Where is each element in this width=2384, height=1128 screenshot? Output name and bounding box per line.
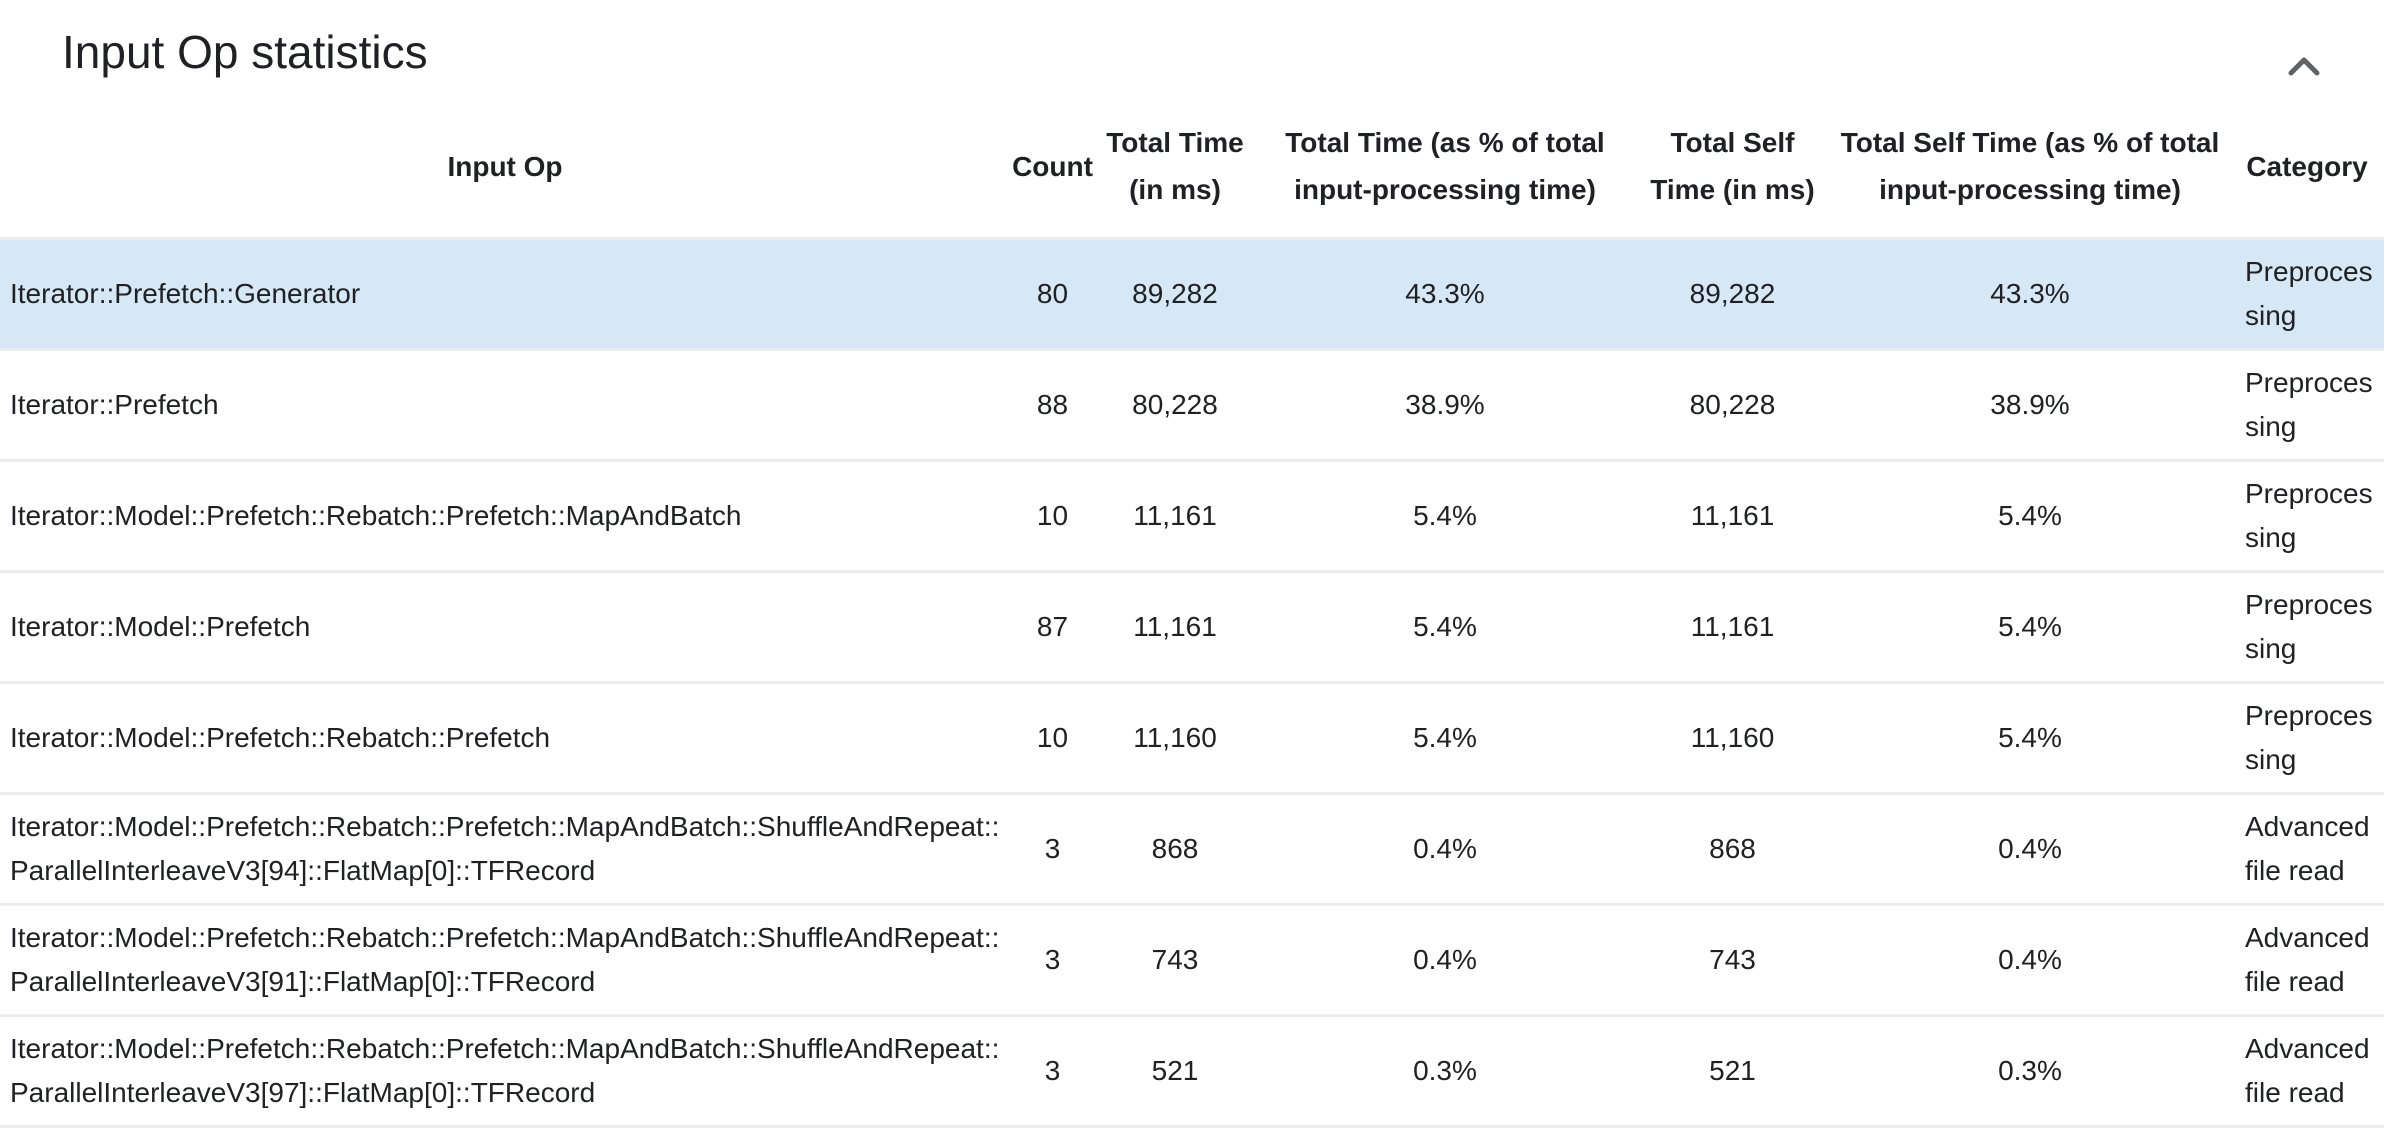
section-header: Input Op statistics — [0, 0, 2384, 95]
cell-total-time-pct: 0.4% — [1413, 833, 1477, 864]
cell-input-op: Iterator::Model::Prefetch::Rebatch::Pref… — [10, 1033, 1000, 1108]
cell-total-time-pct: 5.4% — [1413, 611, 1477, 642]
cell-count: 3 — [1044, 833, 1061, 864]
cell-input-op: Iterator::Model::Prefetch — [10, 611, 311, 642]
cell-total-time-pct: 0.3% — [1413, 1055, 1477, 1086]
column-header-total-self-time: Total Self Time (in ms) — [1650, 127, 1815, 205]
cell-total-time: 11,161 — [1133, 500, 1217, 531]
cell-total-self-time-pct: 38.9% — [1990, 389, 2070, 420]
cell-total-time: 89,282 — [1132, 278, 1218, 309]
cell-count: 88 — [1036, 389, 1069, 420]
column-header-input-op: Input Op — [447, 150, 563, 182]
cell-total-self-time: 89,282 — [1689, 278, 1776, 309]
cell-category: Preprocessing — [2245, 478, 2373, 553]
table-row[interactable]: Iterator::Model::Prefetch::Rebatch::Pref… — [0, 461, 2384, 572]
section-title: Input Op statistics — [62, 26, 428, 78]
cell-total-time: 11,161 — [1133, 611, 1217, 642]
collapse-section-button[interactable] — [2276, 38, 2332, 94]
cell-total-self-time: 868 — [1709, 833, 1756, 864]
cell-input-op: Iterator::Prefetch::Generator — [10, 278, 361, 309]
table-row[interactable]: Iterator::Prefetch::Generator 80 89,282 … — [0, 238, 2384, 350]
cell-input-op: Iterator::Prefetch — [10, 389, 219, 420]
cell-input-op: Iterator::Model::Prefetch::Rebatch::Pref… — [10, 811, 1000, 886]
column-header-total-self-time-pct: Total Self Time (as % of total input-pro… — [1840, 127, 2220, 205]
cell-total-time-pct: 38.9% — [1405, 389, 1485, 420]
cell-category: Preprocessing — [2245, 256, 2373, 331]
cell-total-self-time-pct: 0.3% — [1998, 1055, 2062, 1086]
cell-category: Preprocessing — [2245, 367, 2373, 442]
cell-count: 87 — [1036, 611, 1069, 642]
cell-total-self-time: 11,161 — [1690, 611, 1775, 642]
cell-total-self-time-pct: 5.4% — [1998, 611, 2062, 642]
table-row[interactable]: Iterator::Model::Prefetch 87 11,161 5.4%… — [0, 572, 2384, 683]
cell-total-self-time-pct: 43.3% — [1990, 278, 2070, 309]
cell-input-op: Iterator::Model::Prefetch::Rebatch::Pref… — [10, 722, 551, 753]
cell-category: Advanced file read — [2245, 922, 2370, 997]
cell-total-time: 743 — [1151, 944, 1199, 975]
cell-total-time: 11,160 — [1133, 722, 1217, 753]
cell-count: 10 — [1036, 722, 1069, 753]
cell-count: 3 — [1044, 1055, 1061, 1086]
cell-total-self-time-pct: 5.4% — [1998, 500, 2062, 531]
table-row[interactable]: Iterator::Model::Prefetch::Rebatch::Pref… — [0, 1016, 2384, 1127]
cell-input-op: Iterator::Model::Prefetch::Rebatch::Pref… — [10, 922, 1000, 997]
cell-category: Advanced file read — [2245, 1033, 2370, 1108]
cell-total-time-pct: 5.4% — [1413, 722, 1477, 753]
table-header-row: Input Op Count Total Time (in ms) Total … — [0, 95, 2384, 239]
cell-category: Preprocessing — [2245, 589, 2373, 664]
cell-total-time: 521 — [1151, 1055, 1199, 1086]
table-row[interactable]: Iterator::Model::Prefetch::Rebatch::Pref… — [0, 683, 2384, 794]
cell-total-self-time: 11,160 — [1690, 722, 1775, 753]
table-row[interactable]: Iterator::Prefetch 88 80,228 38.9% 80,22… — [0, 350, 2384, 461]
cell-total-self-time-pct: 5.4% — [1998, 722, 2062, 753]
cell-category: Advanced file read — [2245, 811, 2370, 886]
cell-total-time-pct: 5.4% — [1413, 500, 1477, 531]
cell-total-self-time-pct: 0.4% — [1998, 944, 2062, 975]
column-header-total-time-pct: Total Time (as % of total input-processi… — [1285, 127, 1605, 205]
cell-total-time-pct: 43.3% — [1405, 278, 1485, 309]
cell-total-self-time: 11,161 — [1690, 500, 1775, 531]
cell-total-self-time: 743 — [1709, 944, 1756, 975]
cell-input-op: Iterator::Model::Prefetch::Rebatch::Pref… — [10, 500, 742, 531]
cell-total-time: 80,228 — [1132, 389, 1218, 420]
column-header-count: Count — [1012, 150, 1093, 182]
table-row[interactable]: Iterator::Model::Prefetch::Rebatch::Pref… — [0, 905, 2384, 1016]
column-header-category: Category — [2246, 150, 2368, 182]
chevron-up-icon — [2288, 57, 2320, 76]
column-header-total-time: Total Time (in ms) — [1106, 127, 1244, 205]
cell-total-time: 868 — [1151, 833, 1199, 864]
cell-count: 10 — [1036, 500, 1069, 531]
cell-total-self-time: 521 — [1709, 1055, 1756, 1086]
cell-total-self-time: 80,228 — [1689, 389, 1776, 420]
table-row[interactable]: Iterator::Model::Prefetch::Rebatch::Pref… — [0, 794, 2384, 905]
input-op-statistics-table: Input Op Count Total Time (in ms) Total … — [0, 95, 2384, 1128]
cell-category: Preprocessing — [2245, 700, 2373, 775]
cell-count: 3 — [1044, 944, 1061, 975]
cell-count: 80 — [1036, 278, 1069, 309]
cell-total-self-time-pct: 0.4% — [1998, 833, 2062, 864]
cell-total-time-pct: 0.4% — [1413, 944, 1477, 975]
